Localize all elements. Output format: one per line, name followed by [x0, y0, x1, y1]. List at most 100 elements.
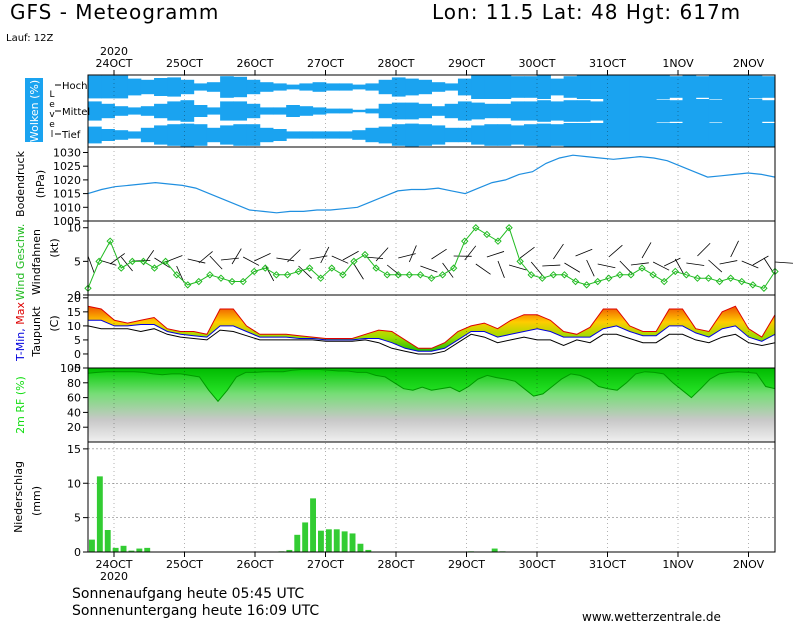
wind-y-tick-label: 5 — [74, 255, 81, 268]
cloud-cell — [127, 107, 142, 115]
wind-speed-marker — [538, 274, 547, 282]
precip-bar — [128, 550, 135, 552]
cloud-cell — [761, 76, 776, 98]
cloud-cell — [576, 100, 591, 122]
wind-speed-marker — [449, 264, 458, 272]
cloud-cell — [471, 125, 485, 145]
cloud-cell — [563, 123, 578, 147]
cloud-cell — [405, 78, 419, 96]
x-tick-label-bottom: 1NOV — [662, 558, 694, 571]
wind-speed-marker — [184, 281, 192, 289]
wind-barb — [198, 251, 213, 264]
cloud-cell — [444, 83, 459, 91]
website-link[interactable]: www.wetterzentrale.de — [582, 610, 721, 624]
cloud-cell — [233, 124, 248, 146]
cloud-cell — [523, 101, 538, 121]
rh-y-tick-label: 100 — [60, 362, 81, 375]
wind-barb — [575, 248, 593, 257]
cloud-cell — [378, 103, 393, 119]
cloud-cell — [101, 103, 115, 119]
wind-barb — [542, 264, 561, 267]
cloud-cell — [497, 75, 512, 99]
cloud-cell — [246, 79, 261, 95]
cloud-cell — [431, 106, 446, 116]
pressure-y-tick-label: 1020 — [53, 174, 81, 187]
pressure-y-tick-label: 1010 — [53, 201, 81, 214]
cloud-cell — [748, 123, 763, 147]
pressure-y-tick-label: 1015 — [53, 188, 81, 201]
precip-unit-label: (mm) — [30, 486, 43, 516]
x-tick-label-top: 2NOV — [733, 57, 765, 70]
cloud-cell — [682, 123, 697, 147]
cloud-cell — [206, 82, 221, 92]
wind-speed-marker — [560, 271, 569, 279]
wind-barb — [87, 255, 95, 274]
cloud-cell — [180, 100, 195, 122]
cloud-cell — [220, 101, 234, 121]
cloud-cell — [603, 75, 617, 99]
cloud-cell — [325, 83, 340, 91]
cloud-cell — [391, 102, 406, 120]
cloud-cell — [272, 83, 287, 91]
x-tick-label-top: 28OCT — [377, 57, 414, 70]
precip-panel-frame — [87, 441, 776, 553]
cloud-cell — [457, 78, 472, 96]
wind-barb — [331, 255, 349, 264]
cloud-cell — [616, 75, 631, 99]
wind-barb — [287, 249, 301, 263]
wind-barb — [298, 265, 312, 279]
wind-barb — [508, 264, 527, 271]
wind-y-tick-label: 0 — [74, 289, 81, 302]
wind-speed-marker — [427, 274, 436, 282]
cloud-cell — [378, 79, 393, 95]
cloud-cell — [523, 124, 538, 146]
temp-max-line — [87, 305, 776, 349]
wind-barb — [686, 262, 705, 266]
x-tick-label-top: 29OCT — [448, 57, 485, 70]
precip-y-tick-label: 10 — [67, 477, 81, 490]
x-tick-label-top: 30OCT — [518, 57, 555, 70]
cloud-cell — [180, 123, 195, 147]
wind-speed-marker — [206, 271, 214, 279]
cloud-cell — [286, 84, 300, 90]
cloud-cell — [682, 75, 697, 99]
wind-speed-marker — [139, 257, 148, 266]
cloud-cell — [167, 124, 181, 146]
cloud-cell — [735, 99, 750, 123]
cloud-cell — [405, 123, 419, 147]
wind-speed-marker — [228, 277, 236, 286]
wind-y-label: Wind Geschw. — [14, 224, 27, 301]
wind-speed-marker — [749, 281, 757, 289]
cloud-cell — [154, 78, 168, 96]
wind-barb — [641, 242, 652, 259]
wind-speed-marker — [95, 257, 103, 266]
pressure-line — [87, 154, 776, 214]
rh-y-label: 2m RF (%) — [14, 376, 27, 434]
cloud-cell — [325, 108, 340, 114]
cloud-cell — [352, 109, 366, 113]
cloud-cell — [682, 99, 697, 123]
cloud-cell — [352, 84, 366, 90]
cloud-level-label: Mittel — [62, 107, 90, 118]
x-tick-label-bottom: 27OCT — [307, 558, 344, 571]
cloud-cell — [391, 124, 406, 146]
cloud-cell — [114, 106, 129, 116]
rh-line — [87, 369, 776, 403]
wind-speed-marker — [605, 274, 613, 282]
cloud-cell — [471, 75, 485, 99]
wind-speed-marker — [350, 257, 358, 266]
cloud-cell — [154, 103, 168, 119]
cloud-cell — [325, 131, 340, 139]
cloud-cell — [642, 123, 657, 147]
wind-speed-marker — [682, 271, 691, 279]
cloud-cell — [603, 99, 617, 123]
wind-speed-marker — [627, 271, 635, 279]
cloud-cell — [537, 100, 551, 122]
cloud-cell — [722, 75, 736, 99]
precip-bar — [349, 533, 356, 552]
temp-y-tick-label: 5 — [74, 334, 81, 347]
x-tick-label-top: 25OCT — [166, 57, 203, 70]
wind-barb — [264, 264, 275, 282]
cloud-cell — [418, 79, 432, 95]
cloud-cell — [590, 123, 604, 147]
